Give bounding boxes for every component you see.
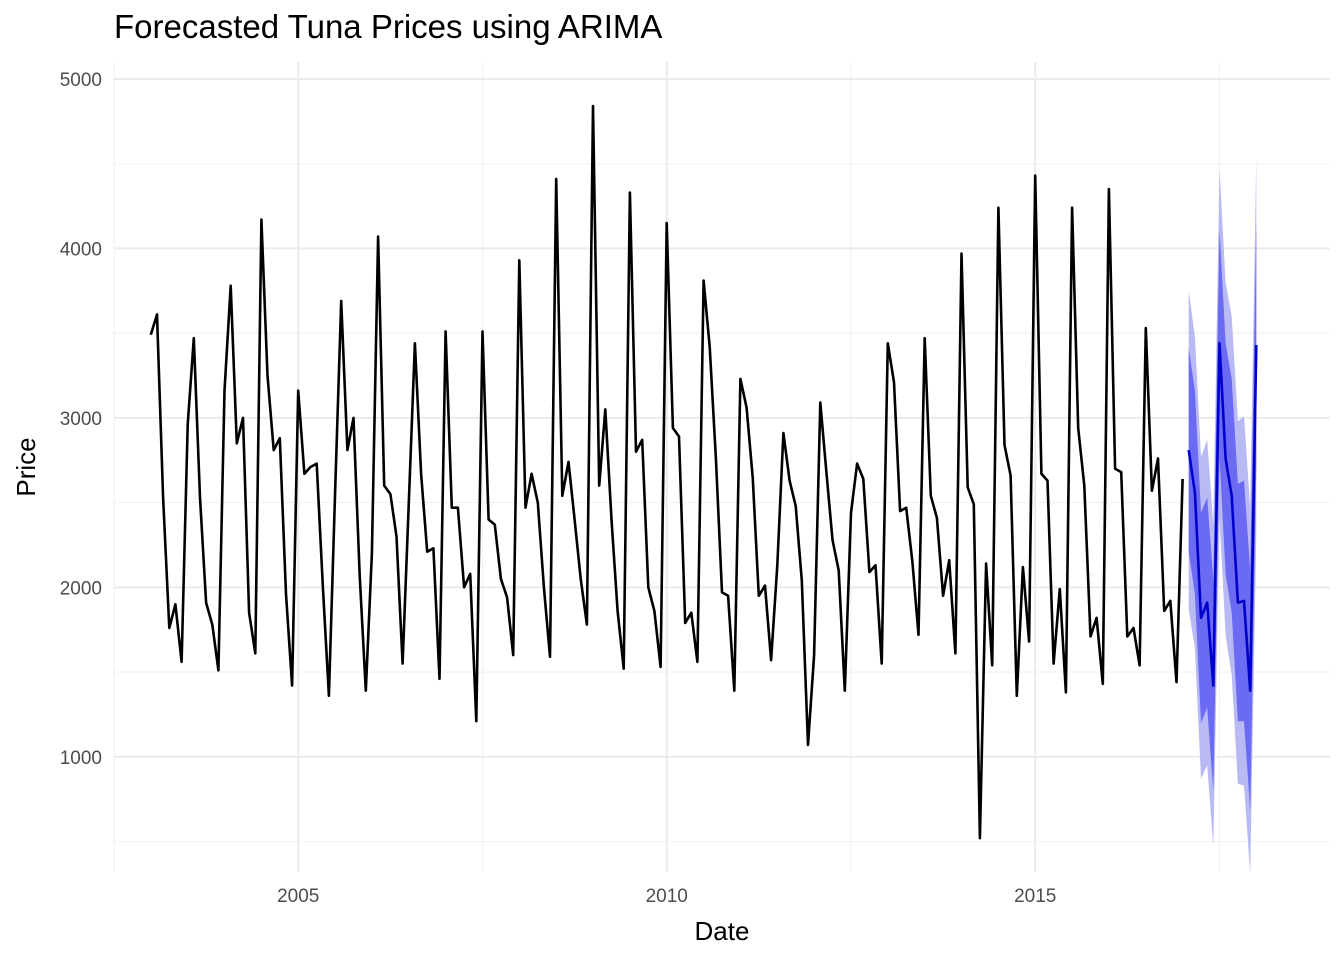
- y-tick-label: 5000: [60, 70, 102, 91]
- x-tick-label: 2015: [1014, 886, 1056, 907]
- chart-title: Forecasted Tuna Prices using ARIMA: [114, 8, 663, 45]
- forecast-intervals: [1188, 158, 1257, 874]
- forecast-mean-line: [1187, 342, 1258, 692]
- x-axis-title: Date: [695, 916, 750, 946]
- forecast-band-80: [1188, 223, 1257, 811]
- y-tick-label: 4000: [60, 239, 102, 260]
- historical-price-line: [149, 104, 1184, 840]
- y-tick-label: 3000: [60, 409, 102, 430]
- x-tick-labels: 2005 2010 2015: [277, 886, 1056, 907]
- x-tick-label: 2010: [646, 886, 688, 907]
- y-tick-label: 2000: [60, 578, 102, 599]
- y-tick-label: 1000: [60, 748, 102, 769]
- series-lines: [149, 104, 1258, 840]
- y-tick-labels: 1000 2000 3000 4000 5000: [60, 70, 102, 769]
- x-tick-label: 2005: [277, 886, 319, 907]
- y-axis-title: Price: [11, 437, 41, 496]
